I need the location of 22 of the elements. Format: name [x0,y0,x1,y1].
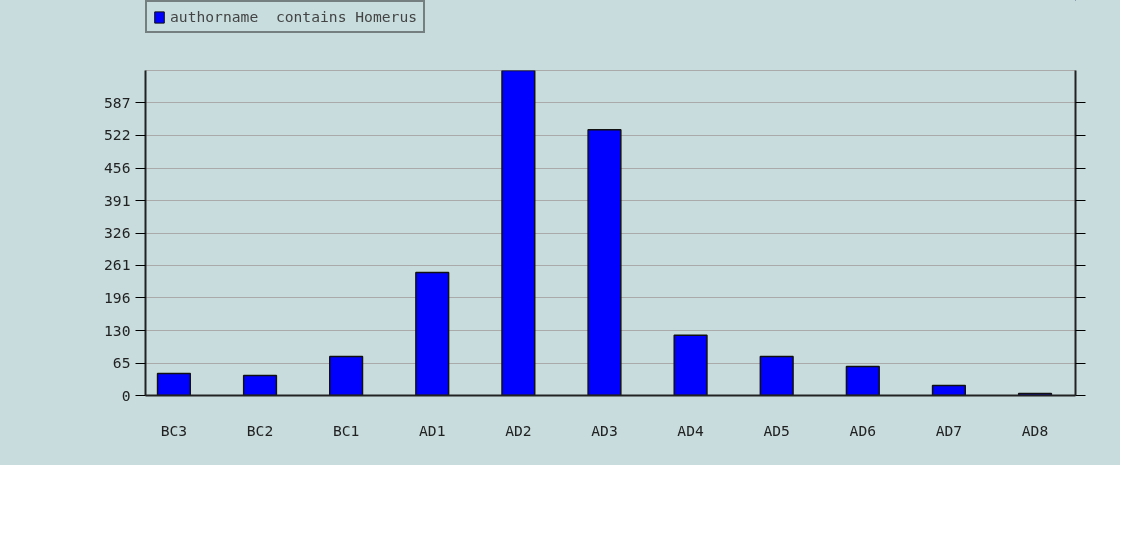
y-tick-label: 456 [104,159,131,177]
y-tick-label: 0 [121,386,131,404]
y-tick-label: 261 [104,256,131,274]
y-tick-label: 522 [104,126,131,144]
x-tick-label: AD4 [677,421,704,439]
x-tick-label: BC2 [246,421,274,439]
x-tick-label: BC1 [332,421,360,439]
x-tick-label: AD1 [419,421,446,439]
x-tick-label: BC3 [160,421,188,439]
y-tick-label: 196 [104,288,131,306]
legend-label: authorname contains Homerus [170,8,418,25]
x-tick-label: AD7 [935,421,963,439]
y-tick-label: 587 [104,93,131,111]
y-tick-label: 326 [104,224,131,241]
x-tick-label: AD6 [849,421,877,439]
y-tick-label: 130 [104,321,131,339]
x-tick-label: AD2 [505,421,532,439]
x-tick-label: AD3 [591,421,618,439]
x-tick-label: AD8 [1021,421,1049,439]
y-tick-label: 391 [104,191,131,209]
y-tick-label: 65 [112,354,131,372]
x-tick-label: AD5 [763,421,790,439]
